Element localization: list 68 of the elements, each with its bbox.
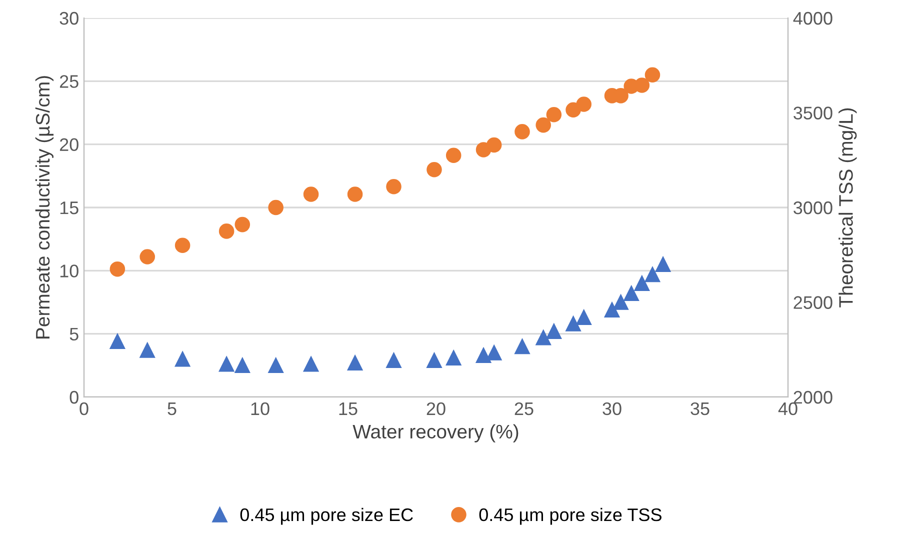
point xyxy=(536,330,551,346)
y-tick-label: 20 xyxy=(60,138,78,152)
point xyxy=(303,356,319,372)
y2-tick-label: 2500 xyxy=(794,296,832,309)
point xyxy=(347,355,363,371)
point xyxy=(536,117,551,133)
point xyxy=(426,352,442,368)
point xyxy=(268,358,284,374)
x-tick-label: 0 xyxy=(80,402,88,416)
x-tick-label: 30 xyxy=(602,402,622,416)
x-tick-label: 40 xyxy=(778,402,798,416)
point xyxy=(476,348,492,363)
y2-axis-title: Theoretical TSS (mg/L) xyxy=(838,108,857,308)
point xyxy=(634,78,650,93)
legend-label: 0.45 µm pore size EC xyxy=(240,508,413,525)
y2-tick-label: 4000 xyxy=(793,12,832,25)
point xyxy=(347,186,363,202)
point xyxy=(576,96,592,112)
point xyxy=(268,200,284,216)
x-tick-label: 15 xyxy=(339,402,358,416)
x-axis-title: Water recovery (%) xyxy=(352,424,518,442)
y2-tick-label: 3000 xyxy=(794,201,832,214)
point xyxy=(218,224,234,239)
point xyxy=(386,179,402,194)
point xyxy=(546,324,562,339)
point xyxy=(514,124,530,140)
y-tick-label: 0 xyxy=(70,390,78,404)
point xyxy=(655,256,671,272)
y2-tick-label: 3500 xyxy=(794,106,832,120)
point xyxy=(634,276,650,291)
point xyxy=(624,286,639,302)
point xyxy=(110,334,126,350)
x-tick-label: 5 xyxy=(168,402,176,416)
x-tick-label: 10 xyxy=(251,402,270,416)
point xyxy=(514,338,530,354)
point xyxy=(486,137,502,153)
y-tick-label: 5 xyxy=(70,328,78,341)
point xyxy=(576,310,592,326)
point xyxy=(446,350,462,366)
y-tick-label: 30 xyxy=(60,12,78,25)
legend-label: 0.45 µm pore size TSS xyxy=(479,508,662,525)
y2-tick-label: 2000 xyxy=(794,390,832,404)
point xyxy=(303,186,319,202)
y-axis-title: Permeate conductivity (µS/cm) xyxy=(35,76,54,338)
point xyxy=(386,352,402,368)
y-tick-label: 25 xyxy=(60,75,78,88)
point xyxy=(546,107,562,122)
point xyxy=(174,238,190,254)
point xyxy=(140,342,155,358)
point xyxy=(140,249,155,264)
y-tick-label: 15 xyxy=(60,202,78,214)
point xyxy=(234,216,250,232)
point xyxy=(426,162,442,178)
point xyxy=(613,294,628,310)
point xyxy=(174,351,190,367)
point xyxy=(644,266,660,282)
point xyxy=(234,358,250,374)
point xyxy=(446,148,462,164)
point xyxy=(644,67,660,82)
point xyxy=(486,345,502,360)
x-tick-label: 20 xyxy=(426,402,446,416)
x-tick-label: 25 xyxy=(514,402,534,416)
point xyxy=(218,356,234,372)
point xyxy=(604,302,620,318)
x-tick-label: 35 xyxy=(690,402,710,416)
point xyxy=(566,316,581,332)
point xyxy=(110,261,126,277)
y-tick-label: 10 xyxy=(60,264,78,278)
